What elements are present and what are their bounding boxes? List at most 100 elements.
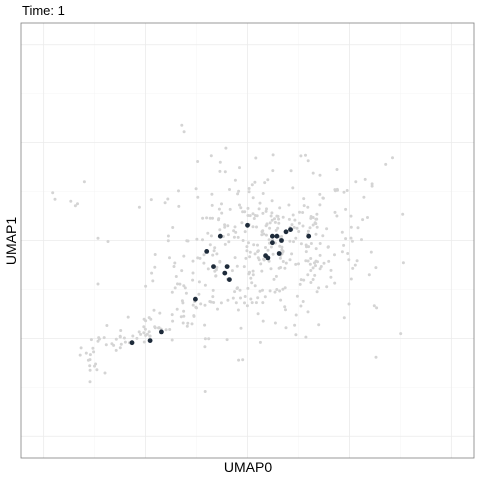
background-point <box>350 239 354 243</box>
background-point <box>220 202 223 206</box>
background-point <box>306 310 310 314</box>
background-point <box>308 226 312 230</box>
background-point <box>401 261 405 265</box>
background-point <box>318 173 322 177</box>
background-point <box>284 308 287 312</box>
background-point <box>278 206 282 210</box>
background-point <box>255 225 258 229</box>
background-point <box>73 204 77 208</box>
background-point <box>211 288 215 292</box>
background-point <box>276 214 280 218</box>
background-point <box>176 282 179 286</box>
background-point <box>298 210 301 214</box>
background-point <box>142 331 146 335</box>
background-point <box>164 328 168 332</box>
background-point <box>292 240 295 244</box>
background-point <box>321 234 325 238</box>
background-point <box>318 267 322 271</box>
background-point <box>95 368 99 372</box>
background-point <box>236 286 239 290</box>
background-point <box>311 266 315 270</box>
background-point <box>226 233 230 237</box>
background-point <box>186 239 190 243</box>
background-point <box>142 340 146 344</box>
background-point <box>325 285 329 289</box>
background-point <box>335 214 339 218</box>
background-point <box>184 291 188 295</box>
background-point <box>318 203 322 207</box>
background-point <box>78 353 82 357</box>
background-point <box>319 265 323 268</box>
background-point <box>278 289 282 293</box>
background-point <box>258 201 262 205</box>
background-point <box>243 230 247 234</box>
background-point <box>152 308 156 312</box>
background-point <box>261 288 264 292</box>
background-point <box>346 252 350 255</box>
background-point <box>340 230 344 234</box>
background-point <box>252 243 256 247</box>
background-point <box>279 298 283 302</box>
background-point <box>289 169 293 173</box>
background-point <box>153 253 157 256</box>
background-point <box>267 238 271 242</box>
background-point <box>123 340 127 344</box>
background-point <box>217 218 220 222</box>
background-point <box>254 301 258 305</box>
background-point <box>250 183 254 187</box>
background-point <box>351 266 355 270</box>
highlighted-point <box>222 270 228 276</box>
highlighted-point <box>274 233 280 239</box>
background-point <box>322 261 326 265</box>
background-point <box>254 156 258 160</box>
background-point <box>268 221 272 225</box>
background-point <box>248 214 252 218</box>
background-point <box>311 278 315 281</box>
background-point <box>243 295 247 298</box>
background-point <box>246 214 250 217</box>
background-point <box>329 275 333 279</box>
background-point <box>53 197 57 201</box>
background-point <box>173 261 177 265</box>
background-point <box>88 380 92 384</box>
background-point <box>295 226 299 230</box>
background-point <box>355 259 359 263</box>
background-point <box>228 188 231 191</box>
background-point <box>180 123 184 127</box>
background-point <box>260 233 264 237</box>
background-point <box>211 295 215 299</box>
background-point <box>118 346 122 350</box>
background-point <box>251 196 255 200</box>
background-point <box>249 276 253 280</box>
background-point <box>195 306 198 310</box>
background-point <box>236 192 240 196</box>
background-point <box>232 235 236 239</box>
background-point <box>277 221 281 225</box>
background-point <box>250 281 254 285</box>
background-point <box>174 275 178 278</box>
background-point <box>287 217 291 221</box>
background-point <box>311 223 315 227</box>
background-point <box>281 215 285 219</box>
background-point <box>251 225 255 229</box>
background-point <box>96 339 100 343</box>
background-point <box>262 257 266 261</box>
background-point <box>259 262 263 266</box>
background-point <box>271 153 275 157</box>
background-point <box>106 240 110 243</box>
background-point <box>135 336 139 340</box>
background-point <box>157 326 160 330</box>
background-point <box>356 226 360 230</box>
background-point <box>237 189 241 193</box>
background-point <box>209 154 213 158</box>
background-point <box>273 217 276 221</box>
background-point <box>144 284 148 288</box>
background-point <box>270 218 274 222</box>
background-point <box>238 166 241 170</box>
background-point <box>265 207 268 211</box>
background-point <box>203 390 207 393</box>
background-point <box>166 234 170 238</box>
background-point <box>236 235 240 239</box>
background-point <box>170 338 174 342</box>
background-point <box>321 196 325 200</box>
